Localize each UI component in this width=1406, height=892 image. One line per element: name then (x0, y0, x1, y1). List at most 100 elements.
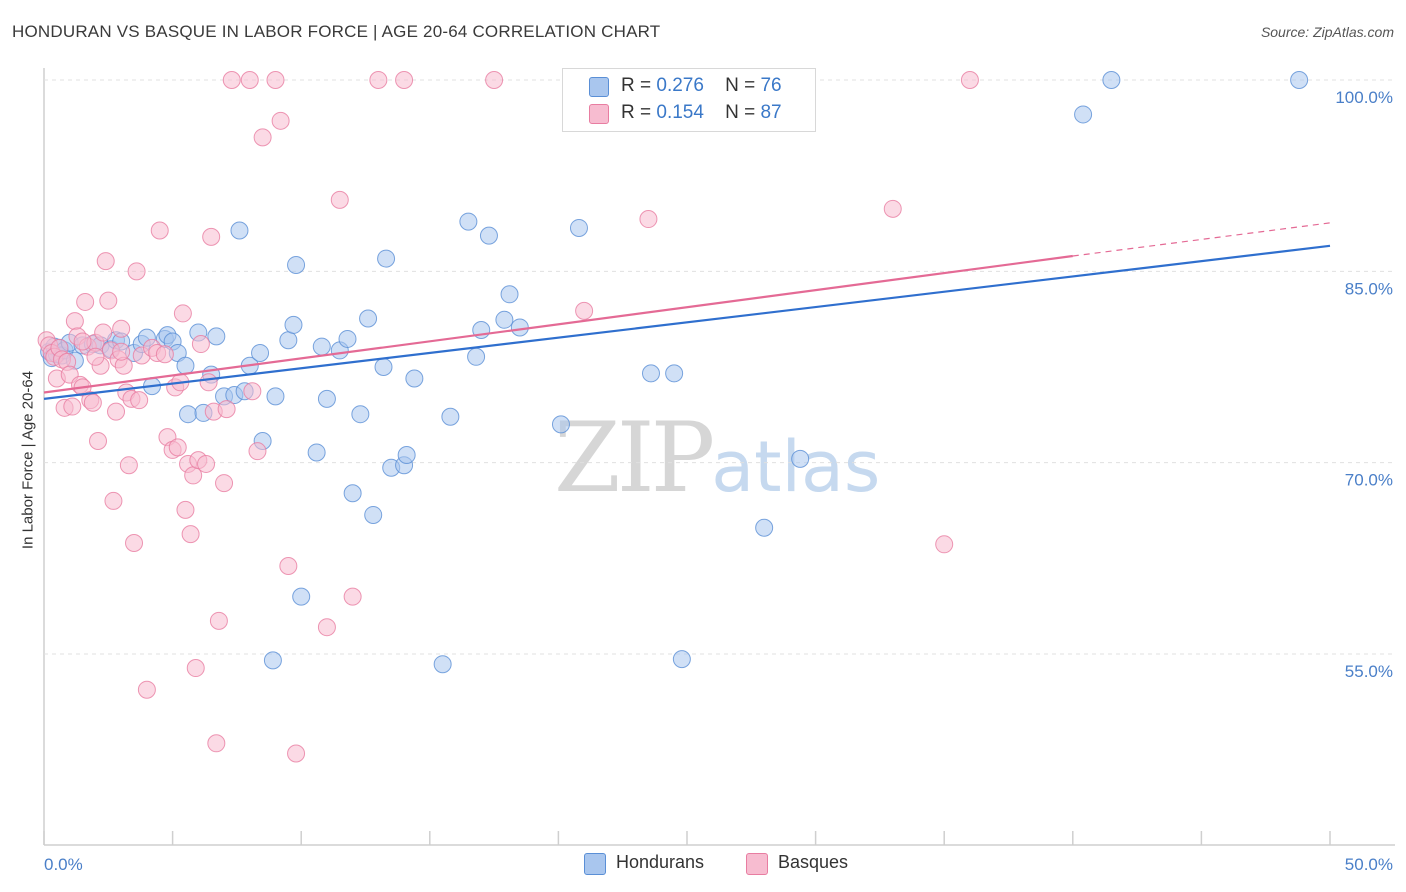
point-hondurans (377, 249, 396, 268)
point-basques (266, 71, 285, 89)
point-hondurans (374, 358, 393, 376)
point-hondurans (1074, 105, 1093, 124)
point-hondurans (467, 347, 486, 366)
point-hondurans (551, 415, 570, 434)
point-basques (104, 491, 123, 510)
point-basques (119, 456, 138, 475)
y-tick-label: 100.0% (1335, 88, 1393, 107)
point-basques (76, 292, 95, 311)
legend-n-label: N = (725, 102, 756, 123)
legend-swatch-basques (746, 853, 768, 875)
point-basques (65, 312, 84, 331)
point-hondurans (479, 226, 498, 245)
point-basques (207, 734, 226, 753)
point-basques (575, 301, 594, 320)
point-basques (395, 71, 414, 89)
trendline-basques (43, 254, 1073, 394)
point-basques (155, 345, 174, 364)
point-basques (112, 319, 131, 338)
y-tick-label: 85.0% (1345, 279, 1393, 298)
point-hondurans (279, 331, 298, 350)
point-hondurans (251, 343, 270, 362)
y-tick-label: 55.0% (1345, 662, 1393, 681)
point-basques (317, 618, 336, 637)
y-tick-label: 70.0% (1345, 471, 1393, 490)
point-basques (271, 111, 290, 130)
point-basques (168, 438, 187, 457)
point-hondurans (441, 407, 460, 426)
point-hondurans (665, 364, 684, 383)
chart-title: HONDURAN VS BASQUE IN LABOR FORCE | AGE … (12, 22, 661, 41)
legend-n-label: N = (725, 75, 756, 96)
legend-r-label: R = (621, 75, 652, 96)
point-basques (199, 373, 218, 392)
point-basques (369, 71, 388, 89)
trendline-hondurans (43, 244, 1331, 400)
point-hondurans (364, 505, 383, 524)
point-hondurans (459, 212, 478, 231)
source-label: Source: ZipAtlas.com (1260, 24, 1394, 40)
legend-label-hondurans: Hondurans (616, 852, 705, 872)
point-hondurans (433, 655, 452, 674)
point-hondurans (500, 285, 519, 304)
point-basques (86, 347, 105, 366)
point-basques (150, 221, 169, 240)
point-hondurans (351, 405, 370, 424)
point-basques (99, 291, 118, 310)
legend-n-value: 76 (760, 75, 782, 96)
point-hondurans (1102, 71, 1121, 89)
point-basques (176, 500, 195, 519)
point-basques (935, 535, 954, 554)
point-basques (253, 128, 272, 147)
point-hondurans (1290, 71, 1309, 89)
legend-swatch-hondurans (589, 77, 609, 97)
legend-r-value: 0.276 (656, 75, 704, 96)
point-basques (186, 659, 205, 678)
point-hondurans (230, 221, 249, 240)
legend-label-basques: Basques (778, 852, 849, 872)
point-basques (330, 190, 349, 209)
point-basques (197, 454, 216, 473)
point-basques (240, 71, 259, 89)
point-hondurans (263, 651, 282, 670)
point-hondurans (307, 443, 326, 462)
point-basques (130, 391, 149, 410)
point-hondurans (176, 356, 195, 375)
point-hondurans (405, 369, 424, 388)
point-hondurans (284, 315, 303, 334)
point-hondurans (343, 484, 362, 503)
point-hondurans (292, 587, 311, 606)
point-hondurans (359, 309, 378, 328)
point-basques (248, 442, 267, 461)
point-basques (127, 262, 146, 281)
point-hondurans (672, 650, 691, 669)
point-hondurans (266, 387, 285, 406)
point-hondurans (179, 405, 198, 424)
point-basques (217, 400, 236, 419)
point-basques (89, 431, 108, 450)
point-hondurans (791, 449, 810, 468)
watermark-zip: ZIP (554, 402, 715, 514)
point-hondurans (397, 446, 416, 465)
point-basques (191, 335, 210, 354)
point-hondurans (312, 337, 331, 356)
point-basques (279, 556, 298, 575)
x-tick-label: 0.0% (44, 855, 83, 874)
watermark: ZIPatlas (554, 402, 880, 514)
point-basques (107, 402, 126, 421)
point-basques (96, 252, 115, 271)
legend-swatch-basques (589, 104, 609, 124)
point-basques (222, 71, 241, 89)
point-hondurans (569, 218, 588, 237)
point-basques (960, 71, 979, 89)
point-hondurans (641, 364, 660, 383)
point-basques (73, 332, 92, 351)
point-basques (243, 382, 262, 401)
point-hondurans (495, 310, 514, 329)
point-basques (125, 534, 144, 553)
point-basques (63, 397, 82, 416)
point-hondurans (287, 255, 306, 274)
stats-legend: R = 0.276 N = 76 R = 0.154 N = 87 (562, 68, 816, 132)
point-basques (209, 611, 228, 630)
